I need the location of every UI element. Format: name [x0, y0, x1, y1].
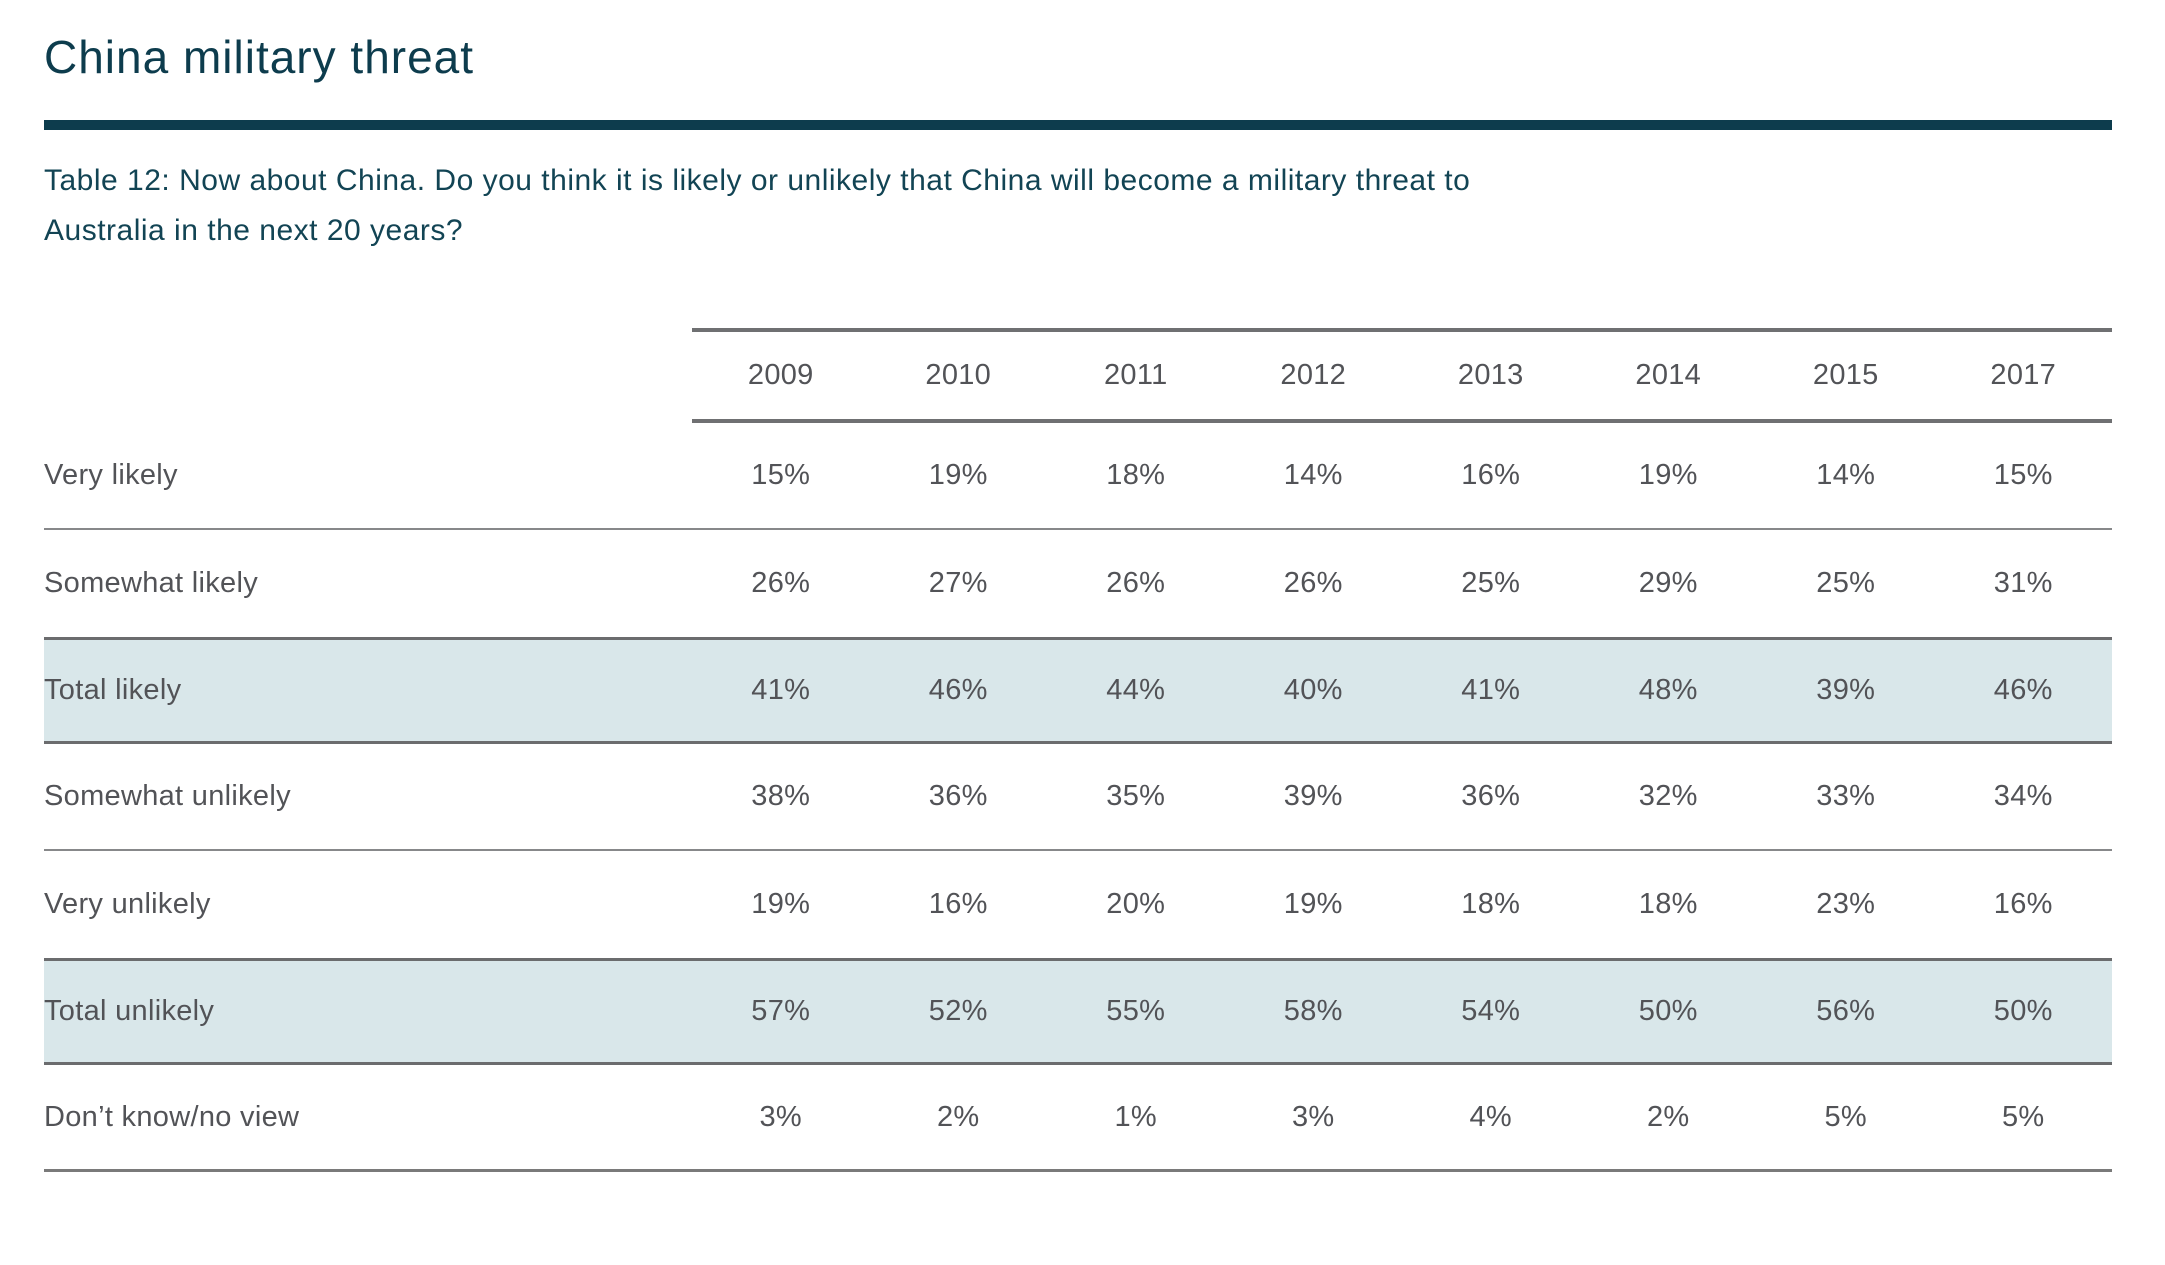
value-cell: 50%: [1638, 995, 1698, 1027]
value-cell: 40%: [1283, 674, 1343, 706]
column-header-2012: 2012: [1280, 359, 1347, 391]
value-cell: 20%: [1106, 888, 1166, 920]
value-cell: 18%: [1638, 888, 1698, 920]
value-cell: 54%: [1461, 995, 1521, 1027]
title-underline-rule: [44, 120, 2112, 130]
value-cell: 58%: [1283, 995, 1343, 1027]
row-label: Very likely: [44, 459, 178, 491]
value-cell: 48%: [1638, 674, 1698, 706]
table-row: Very unlikely 19% 16% 20% 19% 18% 18% 23% 16%: [44, 851, 2112, 958]
column-header-2010: 2010: [925, 359, 992, 391]
value-cell: 15%: [1993, 459, 2053, 491]
value-cell: 27%: [928, 567, 988, 599]
column-header-2009: 2009: [747, 359, 814, 391]
value-cell: 34%: [1993, 780, 2053, 812]
value-cell: 5%: [2001, 1100, 2045, 1133]
table-body: Very likely 15% 19% 18% 14% 16% 19% 14% 15% Somew…: [44, 423, 2112, 1172]
value-cell: 31%: [1993, 567, 2053, 599]
report-page: China military threat Table 12: Now abou…: [0, 30, 2165, 1172]
value-cell: 3%: [759, 1100, 802, 1133]
value-cell: 36%: [928, 780, 988, 812]
value-cell: 41%: [1461, 674, 1521, 706]
value-cell: 16%: [1461, 459, 1521, 491]
value-cell: 46%: [928, 674, 988, 706]
column-header-2014: 2014: [1635, 359, 1702, 391]
row-label: Total likely: [44, 674, 182, 706]
row-label: Very unlikely: [44, 888, 211, 920]
value-cell: 26%: [1106, 567, 1166, 599]
table-row: Very likely 15% 19% 18% 14% 16% 19% 14% 15%: [44, 423, 2112, 530]
value-cell: 38%: [751, 780, 811, 812]
value-cell: 39%: [1283, 780, 1343, 812]
value-cell: 39%: [1816, 674, 1876, 706]
value-cell: 15%: [751, 459, 811, 491]
value-cell: 55%: [1106, 995, 1166, 1027]
table-caption: Table 12: Now about China. Do you think …: [44, 156, 2112, 256]
table-caption-line-1: Table 12: Now about China. Do you think …: [44, 164, 1471, 197]
value-cell: 50%: [1993, 995, 2053, 1027]
value-cell: 14%: [1283, 459, 1343, 491]
value-cell: 32%: [1638, 780, 1698, 812]
value-cell: 46%: [1993, 674, 2053, 706]
column-header-2017: 2017: [1990, 359, 2057, 391]
value-cell: 35%: [1106, 780, 1166, 812]
value-cell: 33%: [1816, 780, 1876, 812]
value-cell: 18%: [1106, 459, 1166, 491]
value-cell: 41%: [751, 674, 811, 706]
row-label: Somewhat likely: [44, 567, 259, 599]
value-cell: 2%: [1646, 1100, 1690, 1133]
value-cell: 19%: [928, 459, 988, 491]
value-cell: 19%: [751, 888, 811, 920]
value-cell: 52%: [928, 995, 988, 1027]
value-cell: 18%: [1461, 888, 1521, 920]
year-row-cells: 2009 2010 2011 2012 2013 2014 2015 2017: [692, 328, 2112, 423]
survey-data-table: 2009 2010 2011 2012 2013 2014 2015 2017 Very li…: [44, 328, 2112, 1172]
value-cell: 16%: [928, 888, 988, 920]
row-label: Somewhat unlikely: [44, 780, 291, 812]
column-header-2011: 2011: [1103, 359, 1168, 391]
value-cell: 29%: [1638, 567, 1698, 599]
row-label: Total unlikely: [44, 995, 215, 1027]
value-cell: 26%: [1283, 567, 1343, 599]
value-cell: 5%: [1824, 1100, 1867, 1133]
value-cell: 4%: [1469, 1100, 1512, 1133]
column-header-2015: 2015: [1812, 359, 1879, 391]
value-cell: 57%: [751, 995, 811, 1027]
table-row: Somewhat unlikely 38% 36% 35% 39% 36% 32% 33% 34…: [44, 744, 2112, 851]
value-cell: 44%: [1106, 674, 1166, 706]
column-header-2013: 2013: [1457, 359, 1524, 391]
value-cell: 1%: [1114, 1100, 1157, 1133]
page-title: China military threat: [44, 31, 475, 83]
table-row: Total unlikely 57% 52% 55% 58% 54% 50% 56% 50%: [44, 958, 2112, 1065]
value-cell: 25%: [1461, 567, 1521, 599]
row-label: Don’t know/no view: [44, 1100, 300, 1133]
table-header-row: 2009 2010 2011 2012 2013 2014 2015 2017: [44, 328, 2112, 423]
table-caption-line-2: Australia in the next 20 years?: [44, 214, 464, 247]
table-row: Somewhat likely 26% 27% 26% 26% 25% 29% 25% 31%: [44, 530, 2112, 637]
value-cell: 2%: [936, 1100, 980, 1133]
value-cell: 23%: [1816, 888, 1876, 920]
value-cell: 36%: [1461, 780, 1521, 812]
value-cell: 14%: [1816, 459, 1876, 491]
value-cell: 25%: [1816, 567, 1876, 599]
value-cell: 56%: [1816, 995, 1876, 1027]
value-cell: 3%: [1291, 1100, 1335, 1133]
table-header-spacer: [44, 328, 692, 423]
value-cell: 26%: [751, 567, 811, 599]
table-row: Total likely 41% 46% 44% 40% 41% 48% 39% 46%: [44, 637, 2112, 744]
table-row: Don’t know/no view 3% 2% 1% 3% 4% 2% 5% 5%: [44, 1065, 2112, 1172]
value-cell: 19%: [1638, 459, 1698, 491]
value-cell: 16%: [1993, 888, 2053, 920]
value-cell: 19%: [1283, 888, 1343, 920]
